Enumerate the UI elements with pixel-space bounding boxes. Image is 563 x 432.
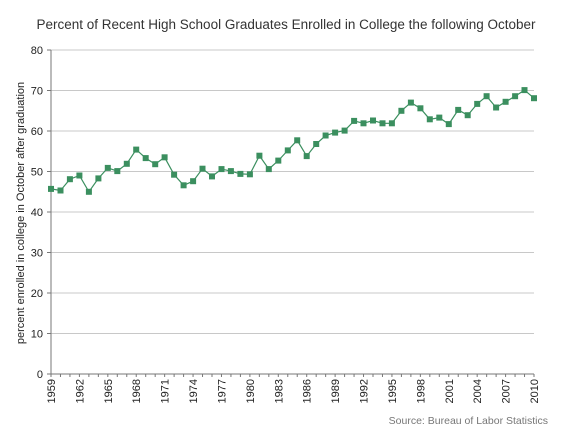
x-tick-labels: 1959 1962 1965 1968 1971 1974 1977 1980 1983 1986… — [46, 379, 541, 403]
source-note: Source: Bureau of Labor Statistics — [389, 415, 548, 427]
y-tick-labels: 0 10 20 30 40 50 60 70 80 — [31, 45, 43, 381]
y-axis-label: percent enrolled in college in October a… — [15, 82, 27, 344]
y-tick-label: 70 — [31, 86, 43, 98]
data-point-1993 — [370, 117, 376, 124]
x-tick-label: 2001 — [444, 379, 456, 403]
x-tick-label: 1974 — [188, 379, 200, 403]
x-tick-label: 2004 — [472, 379, 484, 403]
data-point-2001 — [445, 121, 452, 128]
data-point-1984 — [284, 147, 291, 154]
data-point-1978 — [227, 168, 234, 175]
x-tick-label: 1983 — [273, 379, 285, 403]
data-point-1975 — [199, 165, 206, 172]
data-point-1965 — [104, 164, 111, 171]
x-tick-label: 1980 — [245, 379, 257, 403]
x-tick-label: 1977 — [216, 379, 228, 403]
x-tick-label: 1992 — [359, 379, 371, 403]
y-tick-label: 0 — [37, 369, 43, 381]
data-point-1979 — [237, 170, 244, 177]
x-tick-label: 1965 — [103, 379, 115, 403]
data-point-1995 — [388, 120, 395, 127]
data-point-1990 — [341, 127, 348, 134]
data-point-1961 — [66, 176, 73, 183]
data-point-1977 — [218, 166, 225, 173]
chart-title: Percent of Recent High School Graduates … — [36, 17, 536, 32]
x-tick-label: 2007 — [501, 379, 513, 403]
data-point-1981 — [256, 152, 263, 159]
data-point-1973 — [180, 182, 187, 189]
data-point-1968 — [133, 146, 140, 153]
data-point-1999 — [426, 116, 433, 123]
data-point-2004 — [474, 100, 481, 107]
y-tick-label: 80 — [31, 45, 43, 57]
y-tick-label: 60 — [31, 126, 43, 138]
y-tick-label: 40 — [31, 207, 43, 219]
x-tick-label: 1989 — [330, 379, 342, 403]
data-point-1969 — [142, 155, 149, 162]
data-point-2003 — [464, 112, 471, 119]
data-point-1982 — [265, 166, 272, 173]
data-point-1989 — [332, 129, 339, 136]
data-point-1964 — [95, 175, 102, 182]
data-point-1980 — [246, 171, 253, 178]
data-point-1988 — [322, 132, 329, 139]
y-tick-label: 30 — [31, 248, 43, 260]
x-tick-label: 1959 — [46, 379, 58, 403]
data-point-2006 — [493, 104, 500, 111]
data-point-1983 — [275, 157, 282, 164]
x-tick-label: 1971 — [160, 379, 172, 403]
data-point-2007 — [502, 98, 509, 105]
gridlines — [51, 49, 534, 334]
data-point-1996 — [398, 107, 405, 114]
data-point-1974 — [190, 178, 197, 185]
data-point-1970 — [152, 161, 159, 168]
x-tick-label: 2010 — [529, 379, 541, 403]
data-point-1967 — [123, 160, 130, 167]
data-point-1997 — [407, 99, 414, 106]
data-point-1972 — [171, 171, 178, 178]
data-point-2009 — [521, 87, 528, 94]
x-tick-label: 1962 — [74, 379, 86, 403]
x-tick-label: 1968 — [131, 379, 143, 403]
axes — [47, 49, 535, 377]
series-enrollment — [48, 87, 537, 195]
data-point-1987 — [313, 141, 320, 147]
data-point-1959 — [48, 185, 54, 192]
data-point-1998 — [417, 105, 424, 112]
x-tick-label: 1995 — [387, 379, 399, 403]
data-point-1994 — [379, 120, 386, 127]
data-point-1991 — [351, 117, 358, 124]
data-point-1976 — [209, 173, 215, 180]
x-tick-label: 1986 — [302, 379, 314, 403]
y-tick-label: 50 — [31, 167, 43, 179]
y-tick-label: 20 — [31, 288, 43, 300]
data-point-1963 — [85, 188, 92, 195]
series-line — [50, 89, 535, 193]
x-tick-label: 1998 — [415, 379, 427, 403]
data-point-2008 — [512, 93, 519, 100]
data-point-1971 — [161, 154, 168, 161]
data-point-2002 — [455, 106, 462, 113]
data-point-1992 — [360, 120, 367, 127]
data-point-2010 — [531, 95, 537, 102]
data-point-1960 — [57, 187, 64, 194]
data-point-1986 — [303, 153, 310, 160]
y-tick-label: 10 — [31, 329, 43, 341]
data-point-2005 — [483, 93, 490, 100]
data-point-1962 — [76, 172, 83, 179]
data-point-2000 — [436, 114, 443, 121]
data-point-1985 — [294, 137, 301, 144]
data-point-1966 — [114, 168, 121, 175]
